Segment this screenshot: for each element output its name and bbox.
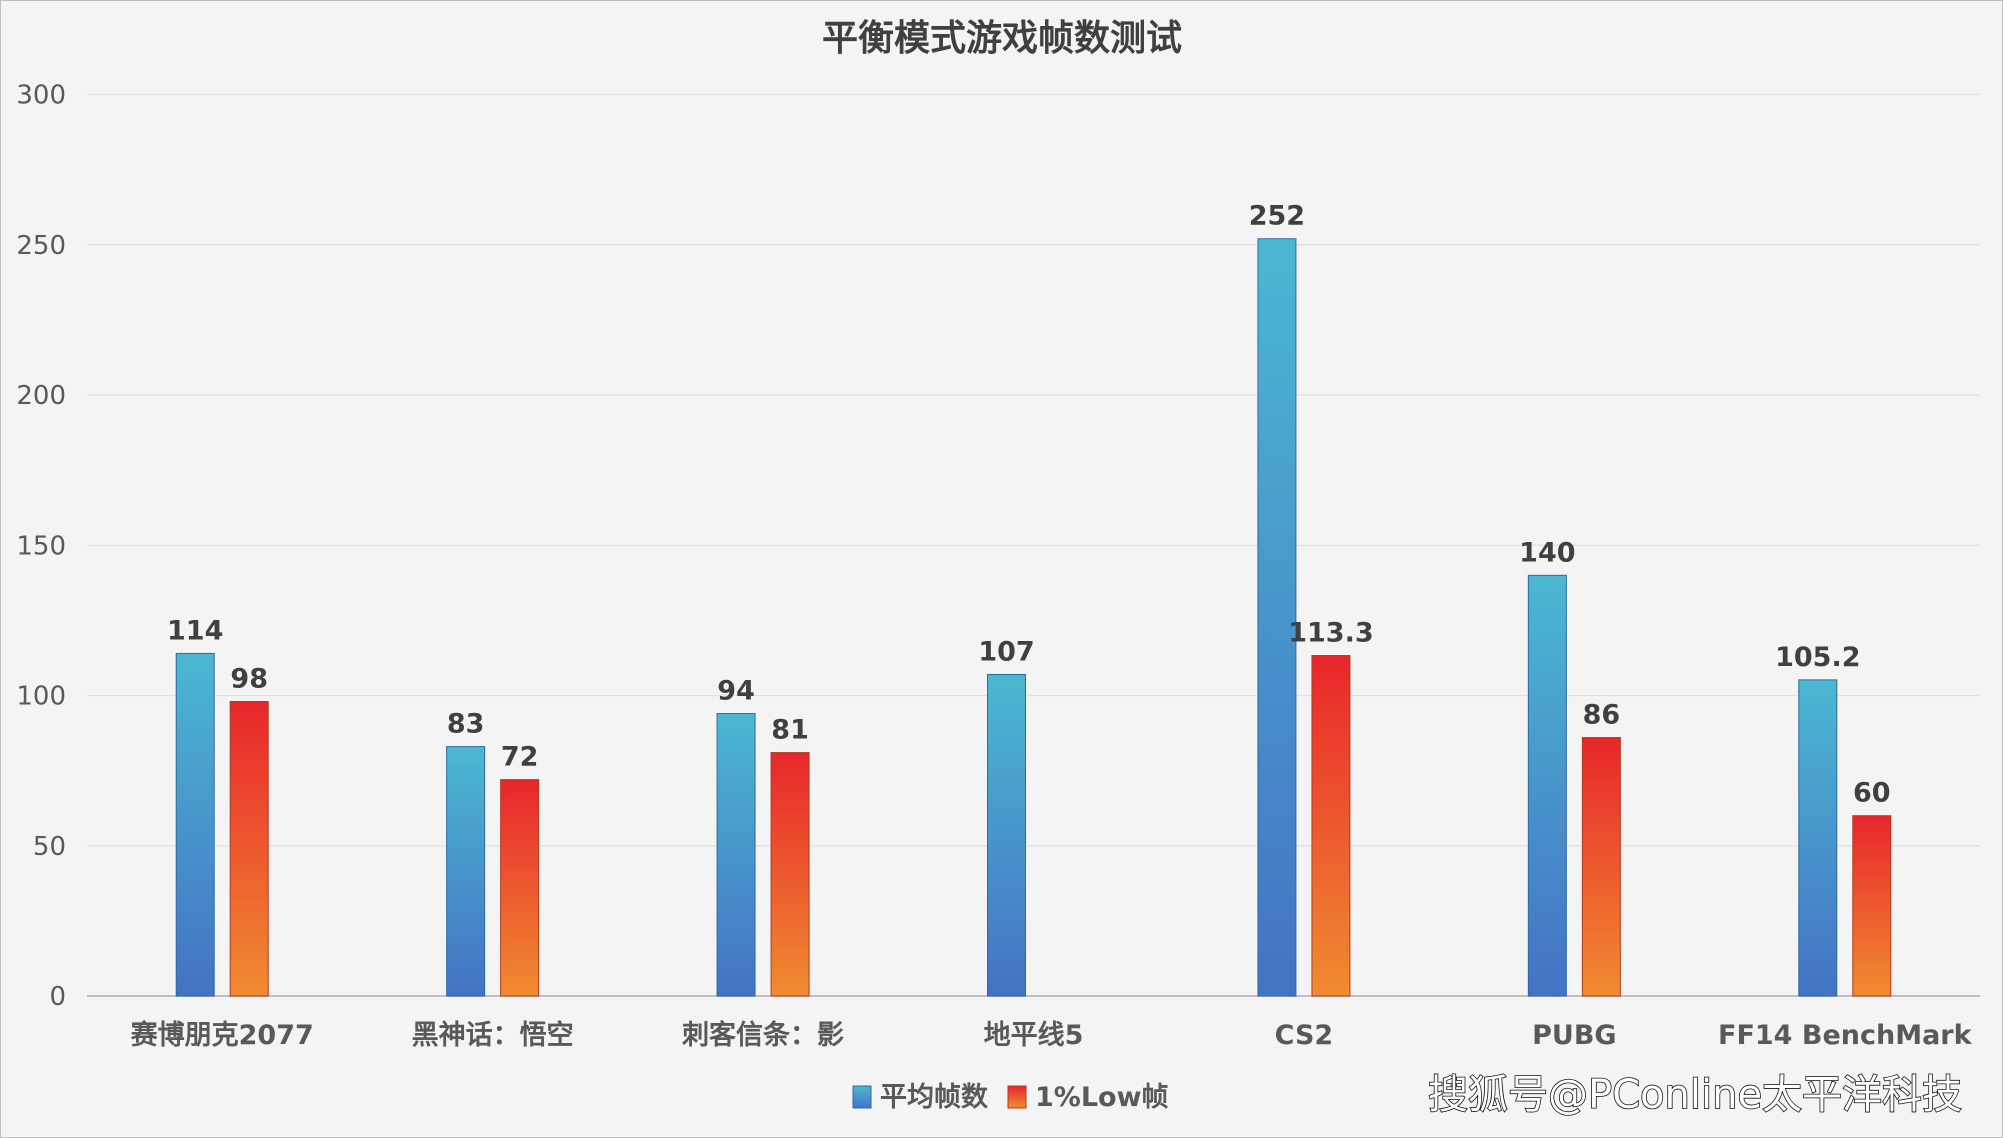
- legend-swatch-avg: [852, 1085, 872, 1109]
- data-label: 252: [1249, 201, 1305, 232]
- bar-low-fps: [500, 779, 540, 997]
- data-label: 81: [771, 715, 809, 746]
- data-label: 72: [501, 742, 539, 773]
- x-tick-label: PUBG: [1532, 1020, 1616, 1051]
- bar-low-fps: [770, 752, 810, 997]
- x-tick-label: 赛博朋克2077: [130, 1019, 314, 1051]
- bar-avg-fps: [175, 652, 215, 997]
- data-label: 107: [978, 636, 1034, 667]
- data-label: 114: [167, 615, 223, 646]
- y-tick-label: 0: [49, 982, 66, 1012]
- bar-avg-fps: [1527, 574, 1567, 997]
- data-label: 105.2: [1775, 642, 1860, 673]
- x-tick-label: 黑神话：悟空: [412, 1019, 574, 1051]
- data-label: 113.3: [1288, 618, 1373, 649]
- bar-low-fps: [229, 701, 269, 997]
- x-tick-label: 刺客信条：影: [682, 1019, 844, 1051]
- legend: 平均帧数 1%Low帧: [852, 1082, 1169, 1113]
- bar-low-fps: [1581, 737, 1621, 997]
- bar-avg-fps: [1257, 238, 1297, 997]
- bar-avg-fps: [446, 746, 486, 997]
- watermark: 搜狐号@PConline太平洋科技: [1428, 1072, 1962, 1118]
- y-tick-label: 50: [33, 832, 66, 862]
- y-tick-label: 300: [16, 81, 66, 111]
- data-label: 140: [1519, 537, 1575, 568]
- legend-label-avg: 平均帧数: [880, 1082, 989, 1113]
- y-tick-label: 100: [16, 682, 66, 712]
- y-tick-label: 250: [16, 231, 66, 261]
- x-tick-label: CS2: [1275, 1020, 1334, 1051]
- bar-low-fps: [1311, 655, 1351, 997]
- data-label: 60: [1853, 778, 1891, 809]
- data-label: 94: [717, 676, 755, 707]
- bar-low-fps: [1852, 815, 1892, 997]
- y-tick-label: 200: [16, 381, 66, 411]
- x-tick-label: FF14 BenchMark: [1718, 1020, 1973, 1051]
- x-tick-label: 地平线5: [984, 1020, 1084, 1051]
- data-label: 98: [230, 664, 268, 695]
- data-label: 86: [1583, 700, 1621, 731]
- bar-avg-fps: [987, 673, 1026, 997]
- legend-swatch-low: [1007, 1085, 1027, 1109]
- bar-avg-fps: [1798, 679, 1838, 997]
- y-tick-label: 150: [16, 531, 66, 561]
- data-label: 83: [447, 709, 485, 740]
- bar-avg-fps: [716, 713, 756, 997]
- chart-title: 平衡模式游戏帧数测试: [822, 18, 1182, 59]
- legend-label-low: 1%Low帧: [1035, 1082, 1169, 1113]
